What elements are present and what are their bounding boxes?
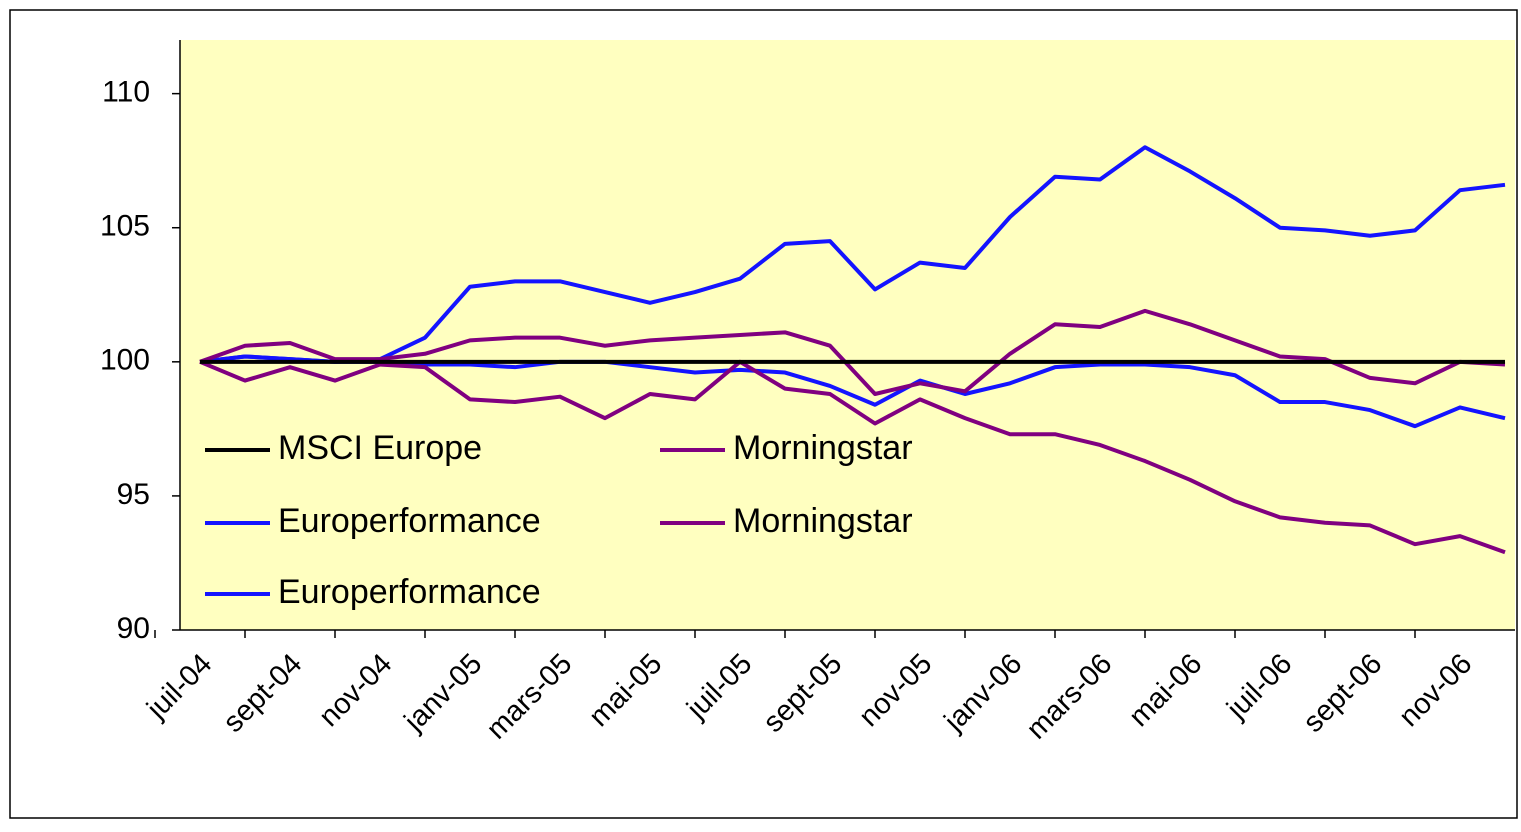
y-tick-label: 95 — [117, 478, 150, 511]
legend-label: Europerformance — [278, 502, 541, 540]
legend-label: Morningstar — [733, 429, 913, 467]
series-line — [199, 354, 1506, 429]
y-tick-label: 105 — [100, 210, 150, 243]
y-tick-label: 90 — [117, 612, 150, 645]
series-line — [199, 145, 1506, 364]
series-line — [199, 308, 1506, 396]
legend-label: MSCI Europe — [278, 429, 482, 467]
legend-label: Europerformance — [278, 573, 541, 611]
legend-label: Morningstar — [733, 502, 913, 540]
plot-background — [180, 40, 1515, 630]
y-tick-label: 100 — [100, 344, 150, 377]
series-line — [199, 359, 1506, 555]
y-tick-label: 110 — [102, 76, 150, 109]
